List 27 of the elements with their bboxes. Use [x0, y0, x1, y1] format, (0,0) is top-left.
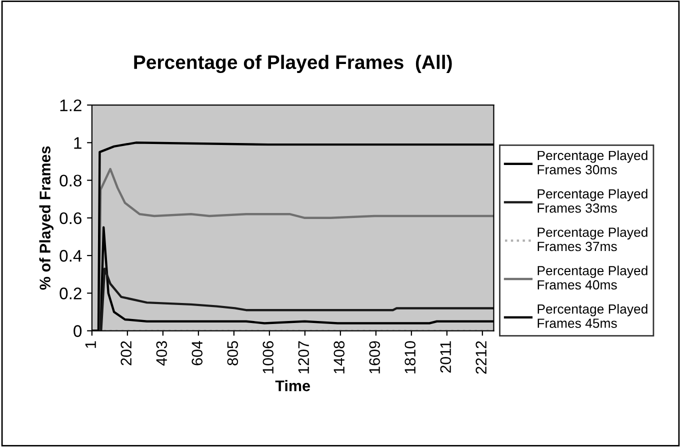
x-tick-label: 1207: [298, 341, 310, 374]
x-tick-label: 403: [156, 341, 168, 366]
x-tick-label: 1006: [262, 341, 274, 374]
y-tick-label: 1.2: [60, 99, 82, 112]
legend-label: Percentage Played Frames 40ms: [538, 266, 648, 290]
x-tick-label: 1810: [404, 341, 416, 374]
x-tick-label: 1: [85, 341, 96, 348]
y-tick-label: 0.2: [60, 288, 82, 300]
y-axis-title: % of Played Frames: [39, 146, 54, 290]
legend-label: Percentage Played Frames 30ms: [538, 150, 648, 174]
legend-label: Percentage Played Frames 33ms: [538, 188, 648, 213]
y-tick-label: 1: [74, 137, 82, 149]
chart-title: Percentage of Played Frames (All): [134, 54, 452, 74]
x-tick-label: 1609: [369, 341, 380, 374]
x-axis-title: Time: [275, 380, 310, 392]
legend-label: Percentage Played Frames 45ms: [538, 304, 648, 328]
x-tick-label: 1408: [334, 341, 345, 374]
y-tick-label: 0.4: [60, 250, 82, 262]
x-tick-label: 805: [227, 341, 238, 366]
x-tick-label: 2212: [476, 341, 486, 374]
x-tick-label: 604: [192, 340, 203, 366]
x-tick-label: 2011: [440, 341, 452, 373]
legend-label: Percentage Played Frames 37ms: [538, 227, 648, 252]
y-tick-label: 0.8: [60, 174, 82, 186]
y-tick-label: 0.6: [60, 212, 82, 224]
y-tick-label: 0: [74, 325, 82, 337]
x-tick-label: 202: [120, 341, 132, 366]
